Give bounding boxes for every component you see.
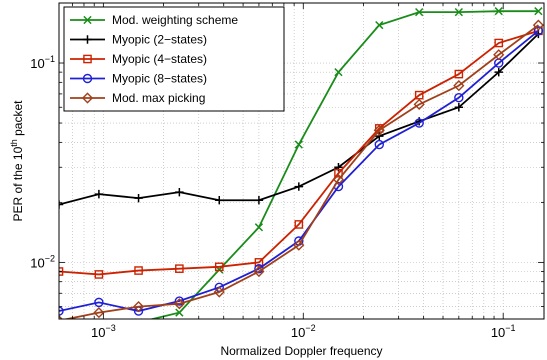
data-point [294, 140, 303, 149]
series-line [59, 29, 539, 276]
data-point [454, 69, 464, 79]
x-axis-label: Normalized Doppler frequency [220, 344, 382, 358]
ticks [58, 2, 544, 319]
x-tick-label: 10−2 [291, 323, 316, 340]
data-point [334, 168, 343, 178]
data-point [253, 265, 265, 278]
y-tick-label: 10−1 [30, 54, 55, 71]
data-point [415, 7, 424, 17]
data-point [294, 182, 304, 191]
data-point [454, 7, 463, 17]
data-point [134, 266, 143, 275]
data-point [214, 262, 224, 272]
data-point [94, 270, 104, 279]
data-point [413, 98, 425, 110]
x-tick-label: 10−3 [91, 323, 116, 340]
data-point [175, 308, 184, 317]
legend-item: Myopic (4−states) [70, 52, 207, 66]
data-point [132, 301, 145, 313]
legend-label: Myopic (2−states) [112, 33, 207, 47]
legend-item: Myopic (2−states) [70, 33, 207, 47]
data-point [174, 296, 185, 306]
data-point [373, 124, 385, 136]
data-point [93, 306, 105, 319]
data-point [375, 131, 384, 141]
data-point [532, 19, 544, 31]
legend: Mod. weighting scheme Myopic (2−states) My… [63, 6, 285, 112]
data-point [534, 7, 543, 16]
data-point [215, 196, 224, 205]
data-point [334, 68, 343, 77]
series-layer [55, 7, 544, 329]
data-point [94, 297, 104, 308]
data-point [533, 26, 544, 36]
legend-item: Mod. max picking [70, 91, 205, 105]
data-point [175, 264, 184, 273]
data-point [213, 286, 225, 298]
plot-frame [58, 2, 545, 320]
data-point [173, 298, 185, 310]
series-1 [55, 7, 543, 329]
data-point [59, 200, 64, 209]
x-tick-label: 10−1 [491, 323, 516, 340]
legend-label: Myopic (8−states) [112, 72, 207, 86]
data-point [374, 139, 384, 150]
data-point [294, 220, 304, 229]
data-point [332, 174, 345, 186]
data-point [494, 7, 503, 16]
y-axis-label: PER of the 10th packet [9, 100, 25, 222]
data-point [134, 193, 143, 203]
legend-marker [83, 54, 92, 64]
data-point [134, 318, 143, 319]
data-point [293, 239, 305, 251]
data-point [94, 189, 104, 199]
data-point [375, 20, 384, 30]
legend-item: Myopic (8−states) [70, 72, 207, 86]
legend-item: Mod. weighting scheme [70, 13, 238, 27]
legend-label: Myopic (4−states) [112, 52, 207, 66]
tick-labels: 10−3 10−2 10−1 10−2 10−1 [30, 54, 515, 340]
series-5 [59, 19, 544, 319]
y-tick-label: 10−2 [30, 253, 55, 270]
data-point [494, 38, 504, 48]
data-point [494, 67, 503, 77]
data-point [254, 223, 264, 232]
legend-label: Mod. max picking [112, 91, 205, 105]
legend-marker [82, 73, 93, 84]
data-point [454, 92, 464, 103]
data-point [414, 118, 424, 128]
data-point [254, 196, 264, 205]
legend-marker [83, 15, 92, 25]
data-point [454, 103, 464, 112]
legend-marker [83, 35, 92, 44]
data-point [414, 90, 424, 100]
data-point [59, 306, 64, 316]
data-point [493, 49, 505, 61]
legend-label: Mod. weighting scheme [112, 13, 238, 27]
legend-marker [81, 92, 94, 104]
data-point [55, 322, 62, 329]
data-point [175, 187, 184, 197]
data-point [453, 80, 465, 92]
series-line [62, 24, 539, 319]
